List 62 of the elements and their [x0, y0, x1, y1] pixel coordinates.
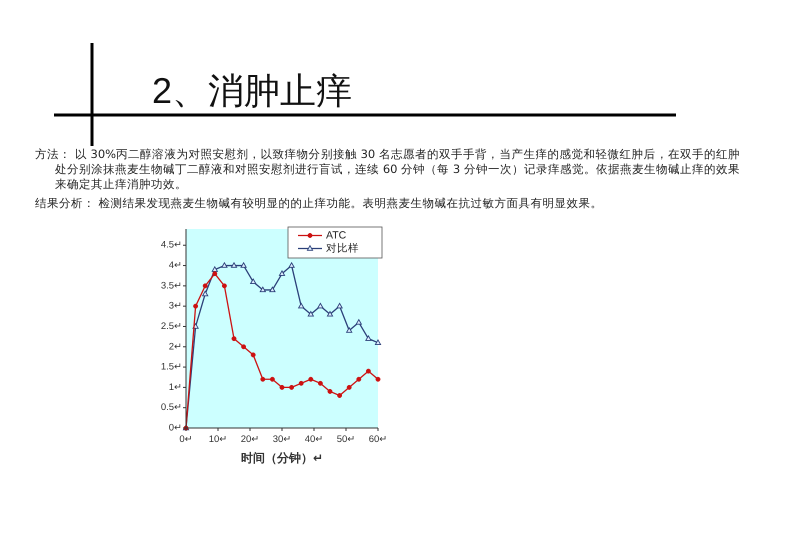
point — [212, 266, 218, 272]
point — [212, 271, 218, 276]
x-tick-label: 0↵ — [179, 434, 193, 445]
chart-title: 2、消肿止痒 — [152, 70, 352, 111]
y-tick-label: 4.5↵ — [160, 240, 182, 251]
y-tick-label: 3↵ — [168, 300, 182, 312]
text: 方法： 以 30%丙二醇溶液为对照安慰剂，以致痒物分别接触 30 名志愿者的双手手背，当产生痒的感觉和轻微红肿后，在双手的红肿处分别涂抹燕麦生物碱丁二醇液和对照安慰剂进行盲试，连续 60 分钟（每 3 分钟一次）记录痒感觉。依据燕麦生物碱止痒的效果来确定其止痒消肿功效。 — [35, 147, 740, 192]
y-tick-label: 0.5↵ — [160, 402, 182, 414]
x-tick-label: 30↵ — [272, 434, 292, 445]
text: 结果分析： 检测结果发现燕麦生物碱有较明显的的止痒功能。表明燕麦生物碱在抗过敏方面具有明显效果。 — [35, 196, 604, 211]
point — [250, 352, 256, 358]
y-tick-label: 2.5↵ — [160, 320, 182, 332]
point — [365, 335, 372, 341]
point — [326, 311, 334, 317]
point — [308, 376, 314, 382]
point — [337, 393, 342, 398]
point — [232, 336, 236, 342]
x-tick-label: 10↵ — [208, 434, 228, 445]
point — [317, 302, 324, 308]
point — [250, 278, 256, 284]
point — [241, 344, 246, 350]
x-tick-label: 20↵ — [240, 434, 260, 445]
y-tick-label: 0↵ — [168, 422, 182, 434]
point — [202, 283, 208, 288]
point — [289, 384, 294, 390]
x-tick-label: 50↵ — [336, 434, 356, 445]
point — [298, 302, 304, 308]
y-tick-label: 4↵ — [168, 260, 182, 272]
point — [260, 376, 266, 382]
x-tick-label: 60↵ — [368, 434, 388, 445]
point — [328, 389, 332, 394]
point — [202, 290, 208, 296]
legend-label: ATC — [326, 230, 347, 242]
point — [221, 262, 228, 268]
y-tick-label: 1↵ — [168, 382, 182, 393]
legend-label: 对比样 — [326, 242, 359, 254]
y-tick-label: 2↵ — [168, 341, 182, 352]
point — [308, 311, 314, 317]
point — [230, 262, 238, 268]
point — [374, 339, 382, 345]
point — [346, 384, 352, 390]
point — [288, 262, 295, 268]
point — [270, 376, 275, 382]
point — [336, 302, 343, 308]
point — [356, 376, 362, 382]
x-tick-label: 40↵ — [304, 434, 324, 445]
point — [260, 286, 266, 292]
point — [222, 283, 227, 288]
point — [376, 376, 380, 382]
point — [280, 384, 284, 390]
y-tick-label: 1.5↵ — [160, 362, 182, 373]
point — [356, 319, 362, 325]
point — [346, 327, 352, 333]
x-axis-title: 时间（分钟）↵ — [240, 451, 324, 465]
point — [269, 286, 276, 292]
point — [240, 262, 247, 268]
point — [193, 304, 198, 309]
point — [366, 368, 371, 374]
y-tick-label: 3.5↵ — [160, 280, 182, 292]
point — [278, 270, 286, 276]
point — [318, 380, 323, 386]
point — [298, 380, 304, 386]
